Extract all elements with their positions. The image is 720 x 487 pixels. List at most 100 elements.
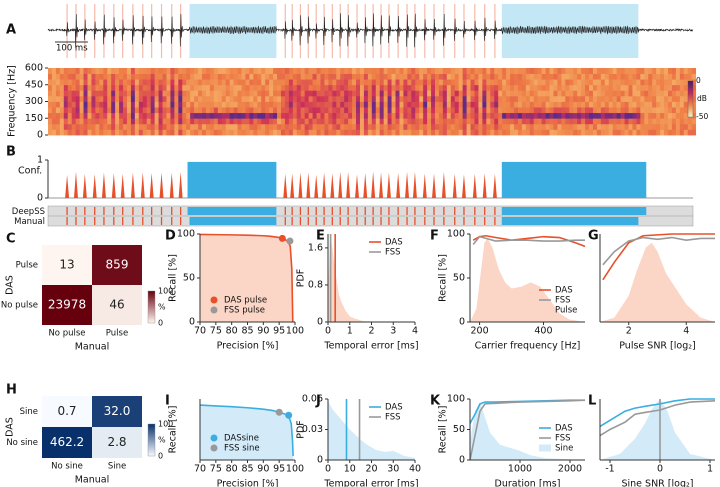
spectrogram-cell — [375, 68, 381, 74]
spectrogram-cell — [142, 95, 148, 102]
colorbar-tick-label: 100 — [158, 287, 173, 296]
spectrogram-cell — [336, 95, 341, 102]
spectrogram-cell — [442, 90, 448, 97]
spectrogram-cell — [592, 129, 598, 136]
spectrogram-cell — [107, 118, 112, 125]
spectrogram-cell — [328, 73, 333, 80]
spectrogram-cell — [667, 129, 673, 136]
spectrogram-cell — [344, 79, 349, 86]
spectrogram-cell — [265, 84, 270, 91]
spectrogram-cell — [628, 90, 633, 97]
spectrogram-cell — [134, 95, 140, 102]
spectrogram-cell — [431, 112, 436, 119]
spectrogram-cell — [229, 129, 235, 136]
spectrogram-cell — [59, 112, 65, 119]
spectrogram-cell — [115, 68, 120, 74]
area — [600, 242, 715, 322]
spectrogram-cell — [470, 90, 475, 97]
spectrogram-cell — [119, 90, 124, 97]
spectrogram-cell — [245, 68, 250, 74]
spectrogram-cell — [245, 90, 250, 97]
spectrogram-cell — [513, 107, 519, 114]
spectrogram-cell — [683, 101, 689, 108]
spectrogram-cell — [237, 73, 242, 80]
spectrogram-cell — [375, 118, 381, 125]
spectrogram-cell — [213, 84, 219, 91]
spectrogram-cell — [612, 84, 618, 91]
spectrogram-cell — [482, 112, 487, 119]
spectrogram-cell — [257, 129, 262, 136]
spectrogram-cell — [316, 79, 321, 86]
spectrogram-cell — [415, 129, 420, 136]
spectrogram-cell — [399, 68, 404, 74]
spectrogram-cell — [600, 95, 606, 102]
spectrogram-cell — [656, 112, 661, 119]
spectrogram-cell — [450, 118, 456, 125]
panel-label: G — [588, 229, 599, 244]
spectrogram-cell — [130, 123, 136, 130]
spectrogram-cell — [166, 123, 171, 130]
x-tick-label: 75 — [210, 326, 222, 337]
spectrogram-cell — [320, 129, 325, 136]
spectrogram-cell — [474, 118, 479, 125]
spectrogram-cell — [510, 79, 515, 86]
spectrogram-cell — [620, 68, 625, 74]
spectrogram-cell — [273, 101, 278, 108]
spectrogram-cell — [600, 123, 606, 130]
spectrogram-cell — [336, 84, 341, 91]
spectrogram-cell — [683, 118, 689, 125]
y-axis-label: Recall [%] — [168, 254, 179, 302]
spectrogram-cell — [628, 129, 633, 136]
spectrogram-cell — [561, 118, 566, 125]
spectrogram-cell — [470, 118, 475, 125]
spectrogram-cell — [352, 73, 357, 80]
spectrogram-cell — [494, 84, 499, 91]
track-label: Manual — [14, 217, 45, 227]
point — [286, 237, 294, 245]
spectrogram-cell — [490, 118, 495, 125]
spectrogram-cell — [115, 90, 120, 97]
spectrogram-cell — [150, 73, 156, 80]
spectrogram-cell — [533, 90, 539, 97]
spectrogram-cell — [67, 129, 73, 136]
spectrogram-cell — [671, 84, 677, 91]
spectrogram-cell — [664, 90, 669, 97]
spectrogram-cell — [513, 73, 519, 80]
spectrogram-cell — [517, 118, 523, 125]
spectrogram-cell — [205, 112, 211, 119]
spectrogram-cell — [344, 118, 349, 125]
spectrogram-cell — [170, 90, 175, 97]
spectrogram-cell — [517, 112, 523, 119]
spectrogram-cell — [577, 123, 582, 130]
spectrogram-cell — [273, 84, 278, 91]
spectrogram-cell — [652, 107, 657, 114]
matrix-cell — [42, 427, 92, 458]
spectrogram-cell — [585, 68, 590, 74]
spectrogram-cell — [612, 129, 618, 136]
spectrogram-cell — [190, 73, 195, 80]
spectrogram-cell — [533, 123, 539, 130]
spectrogram-cell — [589, 90, 594, 97]
spectrogram-cell — [91, 101, 96, 108]
spectrogram-cell — [356, 84, 361, 91]
spectrogram-cell — [450, 84, 456, 91]
spectrogram-cell — [67, 112, 73, 119]
spectrogram-cell — [229, 112, 235, 119]
spectrogram-cell — [217, 68, 223, 74]
spectrogram-cell — [656, 123, 661, 130]
spectrogram-cell — [277, 112, 282, 119]
spectrogram-cell — [569, 73, 574, 80]
spectrogram-cell — [280, 79, 286, 86]
spectrogram-cell — [549, 123, 554, 130]
spectrogram-cell — [648, 73, 653, 80]
spectrogram-cell — [205, 68, 211, 74]
spectrogram-cell — [442, 95, 448, 102]
row-label: Sine — [20, 407, 38, 417]
spectrogram-cell — [545, 123, 550, 130]
spectrogram-cell — [656, 129, 661, 136]
spectrogram-cell — [478, 129, 483, 136]
spectrogram-cell — [126, 129, 132, 136]
colorbar — [147, 423, 156, 457]
spectrogram-cell — [225, 95, 231, 102]
spectrogram-cell — [498, 101, 503, 108]
